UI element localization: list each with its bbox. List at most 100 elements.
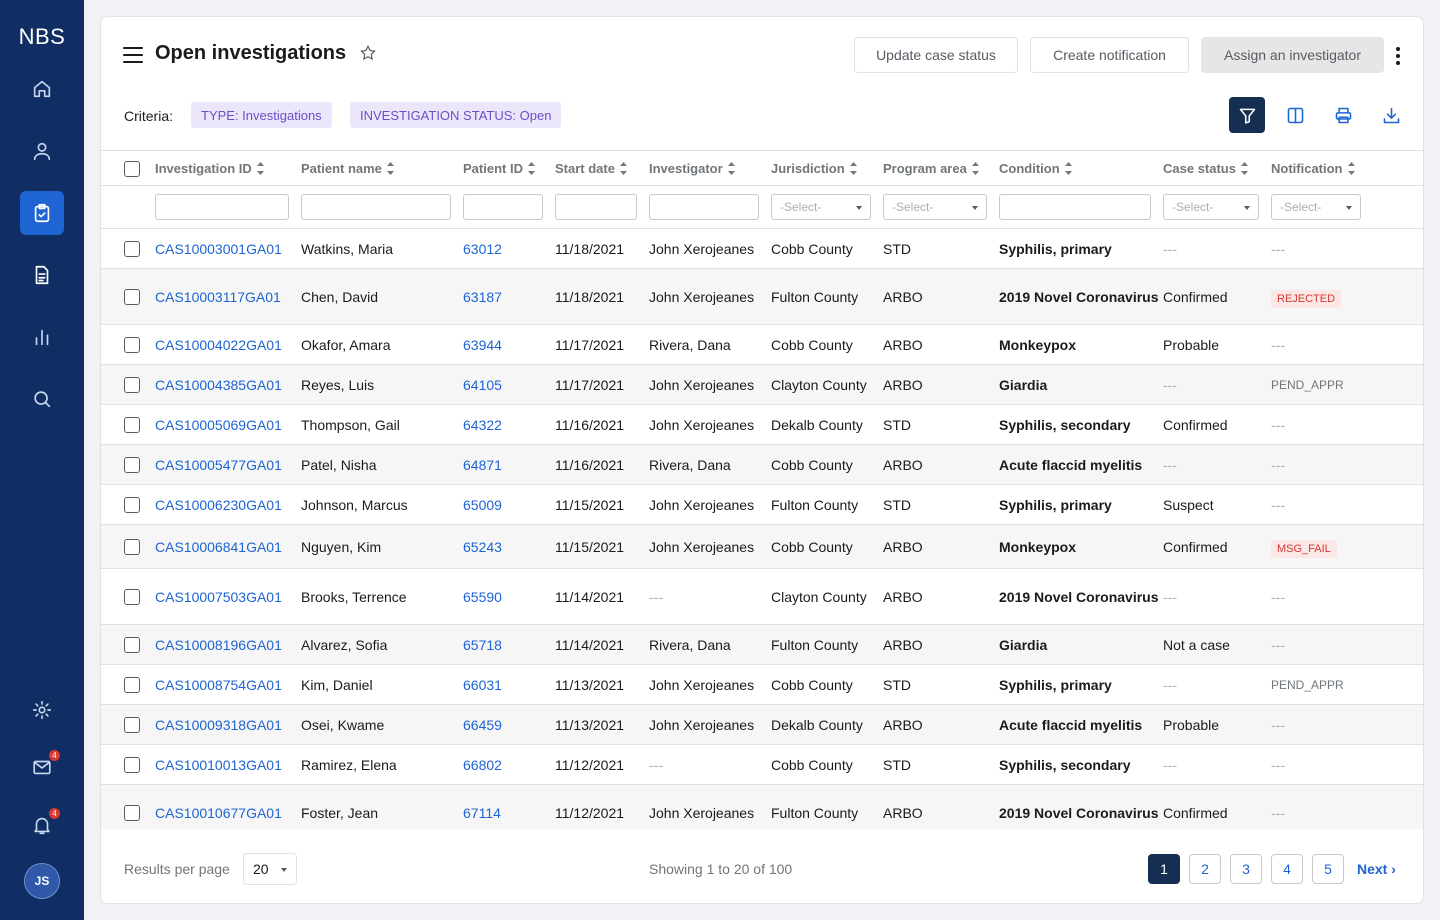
page-button-5[interactable]: 5 [1312,854,1344,884]
column-patient-name[interactable]: Patient name [301,161,395,176]
notification-filter-select[interactable]: -Select- [1271,194,1361,220]
row-checkbox[interactable] [124,416,140,433]
row-checkbox[interactable] [124,336,140,353]
investigation-id-link[interactable]: CAS10003117GA01 [155,288,281,305]
row-checkbox[interactable] [124,756,140,773]
page-button-1[interactable]: 1 [1148,854,1180,884]
patient-id-link[interactable]: 64322 [463,416,502,433]
user-avatar[interactable]: JS [24,863,60,899]
case-status-filter-select[interactable]: -Select- [1163,194,1259,220]
column-jurisdiction[interactable]: Jurisdiction [771,161,858,176]
patient-id-link[interactable]: 65243 [463,538,502,555]
row-checkbox[interactable] [124,716,140,733]
patient-id-filter[interactable] [463,194,543,220]
table-row[interactable]: CAS10008754GA01 Kim, Daniel 66031 11/13/202… [101,665,1423,705]
row-checkbox[interactable] [124,376,140,393]
investigation-id-link[interactable]: CAS10005477GA01 [155,456,282,473]
table-row[interactable]: CAS10006841GA01 Nguyen, Kim 65243 11/15/202… [101,525,1423,569]
investigation-id-link[interactable]: CAS10009318GA01 [155,716,282,733]
table-row[interactable]: CAS10007503GA01 Brooks, Terrence 65590 11/1… [101,569,1423,625]
condition-filter[interactable] [999,194,1151,220]
patient-id-link[interactable]: 65718 [463,636,502,653]
column-investigation-id[interactable]: Investigation ID [155,161,265,176]
row-checkbox[interactable] [124,456,140,473]
row-checkbox[interactable] [124,636,140,653]
patient-id-link[interactable]: 63012 [463,240,502,257]
investigation-id-link[interactable]: CAS10005069GA01 [155,416,282,433]
investigation-id-link[interactable]: CAS10003001GA01 [155,240,282,257]
investigator-filter[interactable] [649,194,759,220]
table-row[interactable]: CAS10009318GA01 Osei, Kwame 66459 11/13/202… [101,705,1423,745]
table-row[interactable]: CAS10010013GA01 Ramirez, Elena 66802 11/12/… [101,745,1423,785]
patient-id-link[interactable]: 64105 [463,376,502,393]
page-button-4[interactable]: 4 [1271,854,1303,884]
column-start-date[interactable]: Start date [555,161,628,176]
patient-id-link[interactable]: 67114 [463,804,501,821]
investigation-id-link[interactable]: CAS10006230GA01 [155,496,282,513]
patient-id-link[interactable]: 66459 [463,716,502,733]
table-row[interactable]: CAS10008196GA01 Alvarez, Sofia 65718 11/14/… [101,625,1423,665]
print-button[interactable] [1325,97,1361,133]
table-row[interactable]: CAS10004385GA01 Reyes, Luis 64105 11/17/202… [101,365,1423,405]
criteria-chip-status[interactable]: INVESTIGATION STATUS: Open [350,102,562,128]
investigation-id-filter[interactable] [155,194,289,220]
more-options-icon[interactable] [1389,45,1407,67]
row-checkbox[interactable] [124,588,140,605]
table-row[interactable]: CAS10003001GA01 Watkins, Maria 63012 11/18/… [101,229,1423,269]
update-case-status-button[interactable]: Update case status [854,37,1018,73]
filter-button[interactable] [1229,97,1265,133]
table-row[interactable]: CAS10005477GA01 Patel, Nisha 64871 11/16/20… [101,445,1423,485]
program-area-filter-select[interactable]: -Select- [883,194,987,220]
investigations-nav[interactable] [20,191,64,235]
column-program-area[interactable]: Program area [883,161,980,176]
column-patient-id[interactable]: Patient ID [463,161,536,176]
home-nav[interactable] [20,67,64,111]
column-case-status[interactable]: Case status [1163,161,1249,176]
patient-id-link[interactable]: 66802 [463,756,502,773]
row-checkbox[interactable] [124,804,140,821]
menu-icon[interactable] [123,47,143,63]
patient-nav[interactable] [20,129,64,173]
investigation-id-link[interactable]: CAS10008196GA01 [155,636,282,653]
row-checkbox[interactable] [124,538,140,555]
table-row[interactable]: CAS10003117GA01 Chen, David 63187 11/18/202… [101,269,1423,325]
table-row[interactable]: CAS10006230GA01 Johnson, Marcus 65009 11/15… [101,485,1423,525]
investigation-id-link[interactable]: CAS10008754GA01 [155,676,282,693]
reports-nav[interactable] [20,315,64,359]
page-button-3[interactable]: 3 [1230,854,1262,884]
star-icon[interactable] [359,44,379,64]
investigation-id-link[interactable]: CAS10004022GA01 [155,336,282,353]
investigation-id-link[interactable]: CAS10004385GA01 [155,376,282,393]
table-row[interactable]: CAS10010677GA01 Foster, Jean 67114 11/12/20… [101,785,1423,829]
column-notification[interactable]: Notification [1271,161,1356,176]
patient-id-link[interactable]: 64871 [463,456,502,473]
select-all-checkbox[interactable] [124,161,140,177]
jurisdiction-filter-select[interactable]: -Select- [771,194,871,220]
row-checkbox[interactable] [124,240,140,257]
column-condition[interactable]: Condition [999,161,1073,176]
table-row[interactable]: CAS10004022GA01 Okafor, Amara 63944 11/17/2… [101,325,1423,365]
row-checkbox[interactable] [124,288,140,305]
start-date-filter[interactable] [555,194,637,220]
criteria-chip-type[interactable]: TYPE: Investigations [191,102,332,128]
patient-id-link[interactable]: 65009 [463,496,502,513]
patient-id-link[interactable]: 63944 [463,336,502,353]
settings-nav[interactable] [20,688,64,732]
row-checkbox[interactable] [124,676,140,693]
documents-nav[interactable] [20,253,64,297]
messages-nav[interactable]: 4 [20,745,64,789]
column-investigator[interactable]: Investigator [649,161,736,176]
download-button[interactable] [1373,97,1409,133]
create-notification-button[interactable]: Create notification [1030,37,1189,73]
investigation-id-link[interactable]: CAS10010013GA01 [155,756,282,773]
investigation-id-link[interactable]: CAS10010677GA01 [155,804,282,821]
patient-id-link[interactable]: 65590 [463,588,502,605]
patient-id-link[interactable]: 63187 [463,288,502,305]
page-button-2[interactable]: 2 [1189,854,1221,884]
assign-investigator-button[interactable]: Assign an investigator [1201,37,1384,73]
results-per-page-select[interactable]: 20 [243,853,297,885]
patient-name-filter[interactable] [301,194,451,220]
columns-button[interactable] [1277,97,1313,133]
row-checkbox[interactable] [124,496,140,513]
investigation-id-link[interactable]: CAS10006841GA01 [155,538,282,555]
